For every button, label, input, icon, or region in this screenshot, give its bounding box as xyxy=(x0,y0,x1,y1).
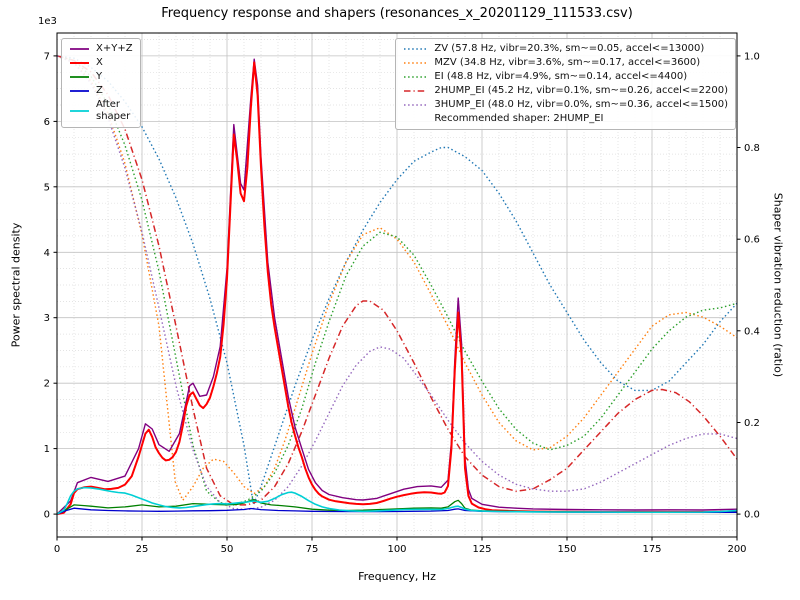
legend-item-label: 2HUMP_EI (45.2 Hz, vibr=0.1%, sm~=0.26, … xyxy=(434,85,728,96)
x-tick-label: 75 xyxy=(306,544,319,555)
x-tick-label: 0 xyxy=(54,544,60,555)
series-psd-x xyxy=(57,61,737,516)
series-psd-after-shaper xyxy=(57,486,737,515)
legend-item: Y xyxy=(69,71,133,83)
legend-item: 2HUMP_EI (45.2 Hz, vibr=0.1%, sm~=0.26, … xyxy=(403,85,728,97)
legend-item-label: Recommended shaper: 2HUMP_EI xyxy=(434,113,604,124)
y-left-tick-label: 4 xyxy=(44,248,50,259)
y-right-tick-label: 0.2 xyxy=(744,418,760,429)
y-right-tick-label: 1.0 xyxy=(744,51,760,62)
y-axis-label-right: Shaper vibration reduction (ratio) xyxy=(771,192,785,378)
y-right-tick-label: 0.4 xyxy=(744,326,760,337)
series-shaper-3HUMP_EI xyxy=(57,55,737,511)
legend-item: 3HUMP_EI (48.0 Hz, vibr=0.0%, sm~=0.36, … xyxy=(403,99,728,111)
legend-item-label: Y xyxy=(96,71,103,82)
legend-psd: X+Y+Z X Y Z After shaper xyxy=(61,38,141,128)
legend-line-sample xyxy=(404,90,428,92)
legend-line-sample xyxy=(70,110,89,112)
legend-item: X+Y+Z xyxy=(69,43,133,55)
y-left-tick-label: 1 xyxy=(44,444,50,455)
legend-line-sample xyxy=(70,90,89,92)
legend-item-label: After shaper xyxy=(96,99,131,122)
x-tick-label: 100 xyxy=(387,544,406,555)
legend-item: EI (48.8 Hz, vibr=4.9%, sm~=0.14, accel<… xyxy=(403,71,728,83)
x-tick-label: 150 xyxy=(557,544,576,555)
y-right-tick-label: 0.0 xyxy=(744,510,760,521)
legend-item: After shaper xyxy=(69,99,133,123)
x-tick-label: 50 xyxy=(221,544,234,555)
legend-line-sample xyxy=(404,62,428,64)
y-left-tick-label: 7 xyxy=(44,51,50,62)
y-axis-offset-text: 1e3 xyxy=(38,16,57,27)
chart-title: Frequency response and shapers (resonanc… xyxy=(161,6,633,21)
legend-line-sample xyxy=(404,76,428,78)
y-left-tick-label: 5 xyxy=(44,182,50,193)
legend-item: X xyxy=(69,57,133,69)
legend-recommended-shaper: Recommended shaper: 2HUMP_EI xyxy=(403,113,728,125)
legend-item-label: X xyxy=(96,57,103,68)
x-tick-label: 125 xyxy=(472,544,491,555)
x-tick-label: 25 xyxy=(136,544,149,555)
y-left-tick-label: 2 xyxy=(44,379,50,390)
legend-item-label: EI (48.8 Hz, vibr=4.9%, sm~=0.14, accel<… xyxy=(434,71,688,82)
x-axis-label: Frequency, Hz xyxy=(358,570,436,583)
y-left-tick-label: 6 xyxy=(44,117,50,128)
legend-item-label: Z xyxy=(96,85,103,96)
y-left-tick-label: 3 xyxy=(44,313,50,324)
legend-item: ZV (57.8 Hz, vibr=20.3%, sm~=0.05, accel… xyxy=(403,43,728,55)
x-tick-label: 175 xyxy=(642,544,661,555)
legend-shapers: ZV (57.8 Hz, vibr=20.3%, sm~=0.05, accel… xyxy=(395,38,736,130)
legend-line-sample xyxy=(70,62,89,64)
legend-line-sample xyxy=(70,48,89,50)
legend-item-label: MZV (34.8 Hz, vibr=3.6%, sm~=0.17, accel… xyxy=(434,57,701,68)
legend-item: Z xyxy=(69,85,133,97)
series-shaper-2HUMP_EI xyxy=(57,55,737,506)
series-shaper-EI xyxy=(57,55,737,506)
y-left-tick-label: 0 xyxy=(44,510,50,521)
series-psd-x+y+z xyxy=(57,58,737,515)
y-right-tick-label: 0.8 xyxy=(744,143,760,154)
legend-line-sample xyxy=(70,76,89,78)
legend-item-label: ZV (57.8 Hz, vibr=20.3%, sm~=0.05, accel… xyxy=(434,43,705,54)
y-right-tick-label: 0.6 xyxy=(744,235,760,246)
legend-item-label: 3HUMP_EI (48.0 Hz, vibr=0.0%, sm~=0.36, … xyxy=(434,99,728,110)
y-axis-label-left: Power spectral density xyxy=(9,222,23,348)
legend-item: MZV (34.8 Hz, vibr=3.6%, sm~=0.17, accel… xyxy=(403,57,728,69)
legend-line-sample xyxy=(404,104,428,106)
legend-item-label: X+Y+Z xyxy=(96,43,133,54)
series-shaper-MZV xyxy=(57,55,737,502)
x-tick-label: 200 xyxy=(727,544,746,555)
legend-line-sample xyxy=(404,48,428,50)
